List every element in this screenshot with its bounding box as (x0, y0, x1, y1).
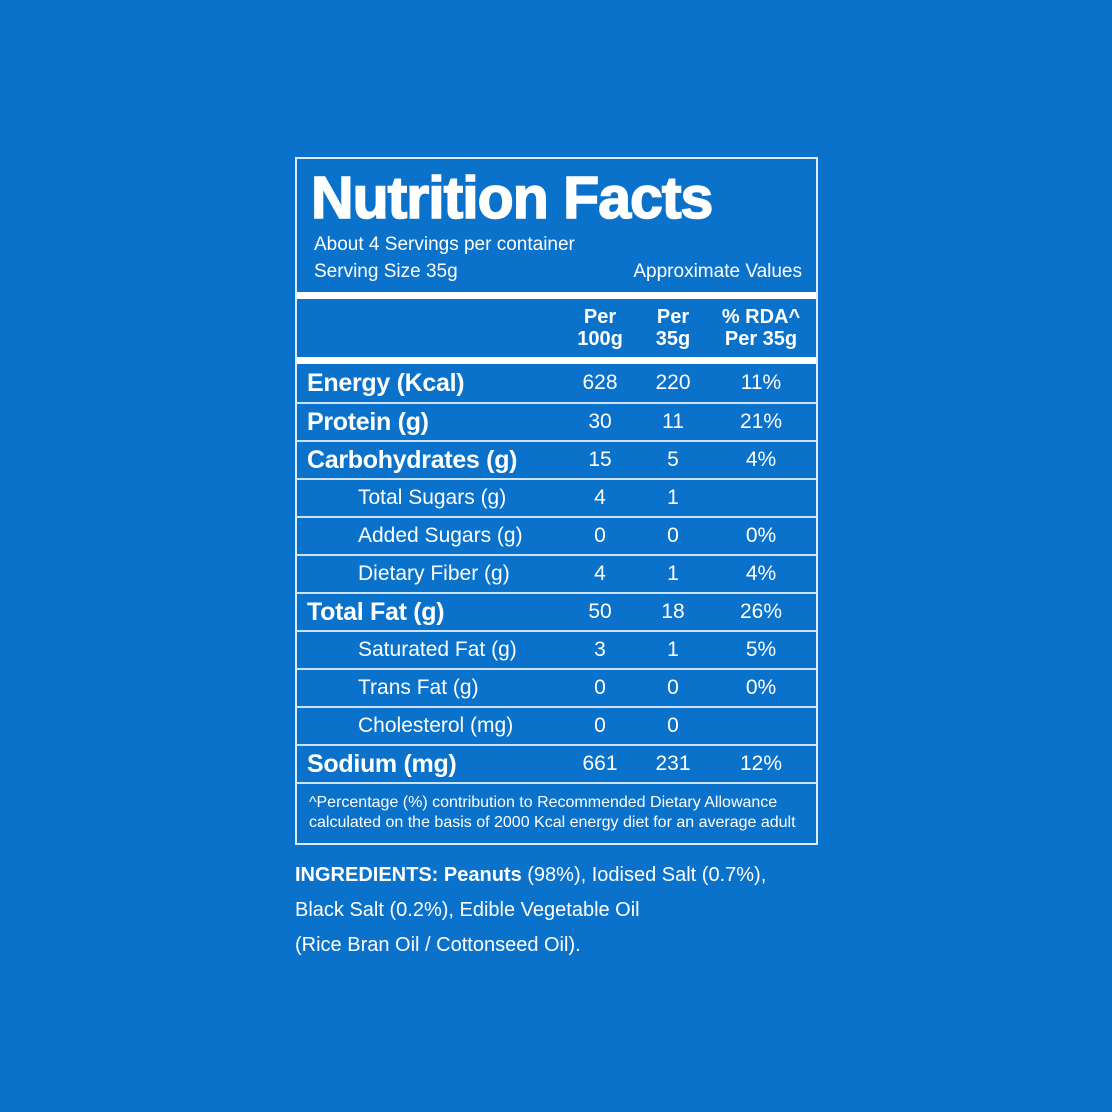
nutrient-row-total-fat: Total Fat (g) 50 18 26% (297, 592, 816, 630)
nutrient-row-trans-fat: Trans Fat (g) 0 0 0% (297, 668, 816, 706)
ingredients-section: INGREDIENTS: Peanuts (98%), Iodised Salt… (295, 858, 840, 963)
nutrient-row-carbohydrates: Carbohydrates (g) 15 5 4% (297, 440, 816, 478)
column-header-row: Per 100g Per 35g % RDA^ Per 35g (297, 299, 816, 357)
thick-divider-header (297, 357, 816, 364)
column-header-per-35g: Per 35g (655, 306, 691, 350)
rda-footnote-line2: calculated on the basis of 2000 Kcal ene… (309, 814, 796, 831)
serving-size-row: Serving Size 35g Approximate Values (311, 260, 802, 284)
ingredients-line1-rest: (98%), Iodised Salt (0.7%), (521, 864, 767, 886)
nutrient-row-added-sugars: Added Sugars (g) 0 0 0% (297, 516, 816, 554)
ingredients-heading: INGREDIENTS: (295, 864, 439, 886)
nutrient-row-cholesterol: Cholesterol (mg) 0 0 (297, 706, 816, 744)
servings-per-container: About 4 Servings per container (314, 234, 575, 255)
ingredients-first-item: Peanuts (438, 864, 522, 886)
nutrition-facts-title: Nutrition Facts (310, 164, 714, 232)
nutrient-row-sodium: Sodium (mg) 661 231 12% (297, 744, 816, 782)
approximate-values: Approximate Values (633, 261, 802, 282)
nutrient-row-saturated-fat: Saturated Fat (g) 3 1 5% (297, 630, 816, 668)
rda-footnote-line1: ^Percentage (%) contribution to Recommen… (309, 794, 778, 811)
ingredients-line3: (Rice Bran Oil / Cottonseed Oil). (295, 934, 581, 956)
nutrient-row-protein: Protein (g) 30 11 21% (297, 402, 816, 440)
column-header-spacer (297, 306, 568, 350)
nutrient-row-total-sugars: Total Sugars (g) 4 1 (297, 478, 816, 516)
column-header-per-100g: Per 100g (577, 306, 623, 350)
column-header-rda: % RDA^ Per 35g (721, 306, 801, 350)
serving-size: Serving Size 35g (314, 261, 458, 282)
title-block: Nutrition Facts About 4 Servings per con… (297, 159, 816, 292)
thick-divider-top (297, 292, 816, 299)
nutrient-row-energy: Energy (Kcal) 628 220 11% (307, 368, 782, 397)
nutrient-row-dietary-fiber: Dietary Fiber (g) 4 1 4% (297, 554, 816, 592)
ingredients-line2: Black Salt (0.2%), Edible Vegetable Oil (295, 899, 640, 921)
rda-footnote: ^Percentage (%) contribution to Recommen… (297, 782, 816, 843)
ingredients-line1: INGREDIENTS: Peanuts (98%), Iodised Salt… (295, 858, 840, 893)
nutrition-facts-panel: Nutrition Facts About 4 Servings per con… (295, 157, 818, 845)
nutrient-rows: Energy (Kcal) 628 220 11% Protein (g) 30… (297, 364, 816, 782)
